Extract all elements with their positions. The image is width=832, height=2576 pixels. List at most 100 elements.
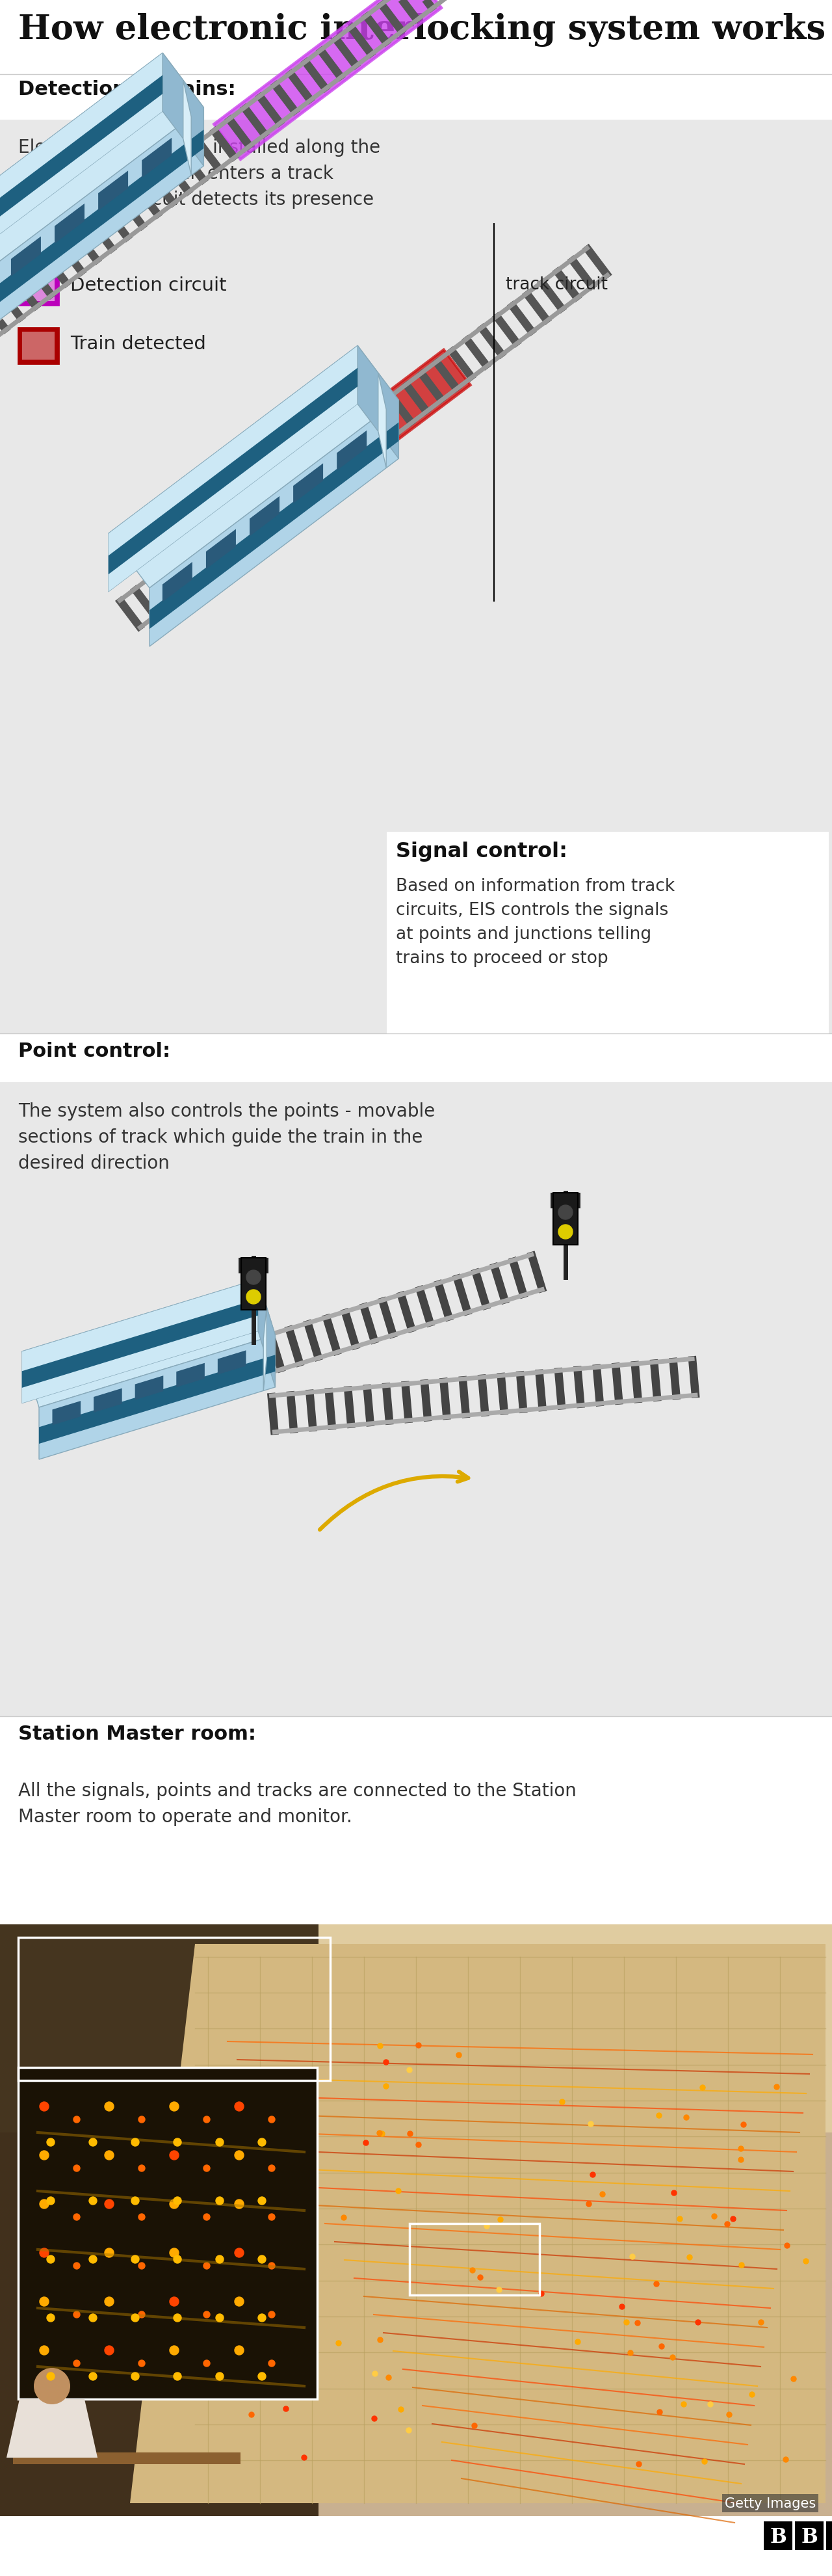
Polygon shape [378, 374, 386, 469]
Circle shape [377, 2130, 382, 2136]
Circle shape [711, 2213, 717, 2218]
Bar [0, 1924, 832, 2517]
Circle shape [170, 2249, 179, 2257]
Circle shape [364, 2141, 369, 2146]
Polygon shape [162, 562, 192, 603]
Circle shape [174, 2257, 181, 2264]
Circle shape [774, 2084, 780, 2089]
Bar [0, 1033, 832, 1082]
Circle shape [456, 2053, 462, 2058]
Bar [551, 1193, 581, 1208]
Text: The system also controls the points - movable
sections of track which guide the : The system also controls the points - mo… [18, 1103, 435, 1172]
Circle shape [47, 2257, 55, 2264]
Bar [0, 1762, 832, 1924]
Circle shape [47, 2197, 55, 2205]
Circle shape [246, 1291, 260, 1303]
Circle shape [47, 2138, 55, 2146]
Circle shape [131, 2257, 139, 2264]
Circle shape [590, 2172, 596, 2177]
Circle shape [659, 2344, 664, 2349]
Text: Train detected: Train detected [70, 335, 206, 353]
Polygon shape [250, 497, 280, 536]
Text: All the signals, points and tracks are connected to the Station
Master room to o: All the signals, points and tracks are c… [18, 1783, 577, 1826]
Circle shape [270, 2200, 275, 2205]
Circle shape [484, 2223, 489, 2228]
Circle shape [472, 2424, 477, 2429]
Polygon shape [22, 1298, 258, 1388]
Circle shape [677, 2215, 682, 2221]
Bar [0, 121, 832, 1033]
Text: How electronic interlocking system works: How electronic interlocking system works [18, 13, 825, 46]
Circle shape [407, 2069, 412, 2074]
Circle shape [726, 2411, 732, 2416]
Bar [22, 332, 55, 361]
Circle shape [558, 1206, 572, 1218]
Circle shape [687, 2254, 692, 2259]
Circle shape [399, 2406, 404, 2411]
Text: Station Master room:: Station Master room: [18, 1723, 256, 1744]
Bar [18, 327, 58, 363]
Circle shape [558, 1226, 572, 1239]
Polygon shape [162, 54, 204, 167]
Circle shape [293, 2293, 298, 2298]
Circle shape [204, 2311, 210, 2318]
Circle shape [170, 2347, 179, 2354]
Circle shape [105, 2151, 114, 2159]
Circle shape [269, 2262, 275, 2269]
Circle shape [656, 2112, 661, 2117]
Circle shape [73, 2360, 80, 2367]
Polygon shape [135, 1376, 163, 1401]
Polygon shape [0, 54, 204, 296]
Polygon shape [98, 170, 128, 211]
Circle shape [630, 2254, 635, 2259]
Circle shape [258, 2257, 266, 2264]
Circle shape [372, 2416, 377, 2421]
Text: Based on information from track
circuits, EIS controls the signals
at points and: Based on information from track circuits… [396, 878, 675, 966]
Circle shape [341, 2215, 346, 2221]
Circle shape [620, 2303, 625, 2311]
Polygon shape [22, 1280, 275, 1406]
Circle shape [478, 2275, 483, 2280]
Circle shape [804, 2259, 809, 2264]
Text: track circuit: track circuit [506, 276, 607, 294]
Circle shape [47, 2372, 55, 2380]
Polygon shape [0, 131, 204, 337]
Polygon shape [0, 54, 162, 299]
Circle shape [635, 2321, 641, 2326]
Circle shape [34, 2367, 70, 2403]
Circle shape [408, 2130, 413, 2136]
Circle shape [670, 2354, 676, 2360]
Circle shape [416, 2043, 421, 2048]
Circle shape [269, 2360, 275, 2367]
Circle shape [739, 2146, 744, 2151]
Circle shape [235, 2102, 244, 2112]
Circle shape [138, 2117, 145, 2123]
Circle shape [131, 2313, 139, 2321]
Circle shape [138, 2360, 145, 2367]
Circle shape [700, 2084, 706, 2089]
Circle shape [73, 2117, 80, 2123]
Circle shape [170, 2151, 179, 2159]
Circle shape [40, 2249, 49, 2257]
Polygon shape [258, 1280, 275, 1388]
Bar [18, 270, 58, 307]
Polygon shape [108, 345, 358, 592]
Bar [18, 1937, 330, 2081]
Circle shape [783, 2458, 789, 2463]
Polygon shape [94, 1388, 122, 1412]
Circle shape [654, 2282, 659, 2287]
Circle shape [174, 2138, 181, 2146]
Circle shape [305, 2233, 310, 2239]
Circle shape [105, 2249, 114, 2257]
Circle shape [269, 2311, 275, 2318]
Circle shape [235, 2298, 244, 2306]
Circle shape [170, 2102, 179, 2112]
Circle shape [138, 2311, 145, 2318]
Circle shape [628, 2349, 633, 2354]
Polygon shape [7, 2398, 97, 2458]
Text: Detection of trains:: Detection of trains: [18, 80, 235, 98]
Circle shape [40, 2102, 49, 2112]
Circle shape [759, 2321, 764, 2326]
Circle shape [215, 2313, 224, 2321]
Circle shape [215, 2138, 224, 2146]
